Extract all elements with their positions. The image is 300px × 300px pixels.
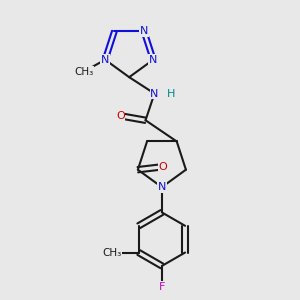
Text: H: H xyxy=(167,88,175,98)
Text: N: N xyxy=(140,26,148,37)
Text: CH₃: CH₃ xyxy=(74,67,93,76)
Text: N: N xyxy=(101,55,110,65)
Text: N: N xyxy=(149,55,158,65)
Text: O: O xyxy=(159,162,167,172)
Text: CH₃: CH₃ xyxy=(102,248,122,257)
Text: N: N xyxy=(158,182,166,192)
Text: O: O xyxy=(116,111,125,121)
Text: N: N xyxy=(150,88,159,98)
Text: F: F xyxy=(159,282,165,292)
